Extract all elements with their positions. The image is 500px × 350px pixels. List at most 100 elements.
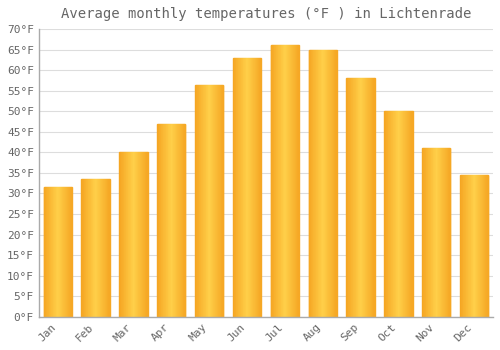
Bar: [240, 58, 242, 317]
Bar: [326, 50, 327, 317]
Bar: [127, 152, 128, 317]
Bar: [68, 187, 69, 317]
Bar: [163, 124, 164, 317]
Bar: [298, 46, 299, 317]
Bar: [371, 78, 372, 317]
Bar: [205, 85, 206, 317]
Bar: [389, 111, 390, 317]
Bar: [310, 50, 312, 317]
Bar: [411, 111, 412, 317]
Bar: [423, 148, 424, 317]
Bar: [199, 85, 200, 317]
Bar: [374, 78, 375, 317]
Bar: [272, 46, 273, 317]
Bar: [346, 78, 347, 317]
Bar: [296, 46, 297, 317]
Bar: [316, 50, 317, 317]
Bar: [136, 152, 137, 317]
Bar: [295, 46, 296, 317]
Bar: [440, 148, 441, 317]
Bar: [98, 179, 99, 317]
Bar: [288, 46, 289, 317]
Bar: [259, 58, 260, 317]
Bar: [175, 124, 176, 317]
Bar: [202, 85, 203, 317]
Bar: [260, 58, 261, 317]
Bar: [480, 175, 481, 317]
Bar: [100, 179, 102, 317]
Bar: [327, 50, 328, 317]
Bar: [249, 58, 250, 317]
Bar: [406, 111, 407, 317]
Bar: [472, 175, 474, 317]
Bar: [217, 85, 218, 317]
Bar: [180, 124, 181, 317]
Bar: [392, 111, 394, 317]
Bar: [130, 152, 132, 317]
Bar: [66, 187, 67, 317]
Bar: [47, 187, 48, 317]
Bar: [352, 78, 353, 317]
Bar: [167, 124, 168, 317]
Bar: [297, 46, 298, 317]
Bar: [147, 152, 148, 317]
Bar: [309, 50, 310, 317]
Bar: [294, 46, 295, 317]
Bar: [394, 111, 395, 317]
Bar: [172, 124, 174, 317]
Bar: [441, 148, 442, 317]
Bar: [178, 124, 179, 317]
Bar: [428, 148, 429, 317]
Bar: [55, 187, 56, 317]
Bar: [245, 58, 246, 317]
Bar: [209, 85, 210, 317]
Bar: [331, 50, 332, 317]
Bar: [400, 111, 402, 317]
Bar: [204, 85, 205, 317]
Bar: [95, 179, 96, 317]
Bar: [99, 179, 100, 317]
Bar: [238, 58, 239, 317]
Bar: [88, 179, 89, 317]
Bar: [158, 124, 159, 317]
Bar: [465, 175, 466, 317]
Bar: [386, 111, 387, 317]
Bar: [222, 85, 224, 317]
Bar: [96, 179, 97, 317]
Bar: [438, 148, 439, 317]
Bar: [328, 50, 329, 317]
Bar: [60, 187, 62, 317]
Bar: [278, 46, 279, 317]
Bar: [216, 85, 217, 317]
Bar: [122, 152, 123, 317]
Bar: [313, 50, 314, 317]
Bar: [409, 111, 410, 317]
Bar: [146, 152, 147, 317]
Bar: [195, 85, 196, 317]
Bar: [275, 46, 276, 317]
Bar: [257, 58, 258, 317]
Bar: [90, 179, 92, 317]
Bar: [256, 58, 257, 317]
Bar: [447, 148, 448, 317]
Bar: [107, 179, 108, 317]
Bar: [235, 58, 236, 317]
Bar: [69, 187, 70, 317]
Bar: [308, 50, 309, 317]
Bar: [332, 50, 334, 317]
Bar: [212, 85, 214, 317]
Bar: [274, 46, 275, 317]
Bar: [221, 85, 222, 317]
Bar: [108, 179, 109, 317]
Bar: [436, 148, 437, 317]
Bar: [462, 175, 463, 317]
Bar: [477, 175, 478, 317]
Bar: [348, 78, 349, 317]
Bar: [336, 50, 337, 317]
Bar: [53, 187, 54, 317]
Bar: [385, 111, 386, 317]
Bar: [479, 175, 480, 317]
Bar: [248, 58, 249, 317]
Bar: [210, 85, 212, 317]
Bar: [319, 50, 320, 317]
